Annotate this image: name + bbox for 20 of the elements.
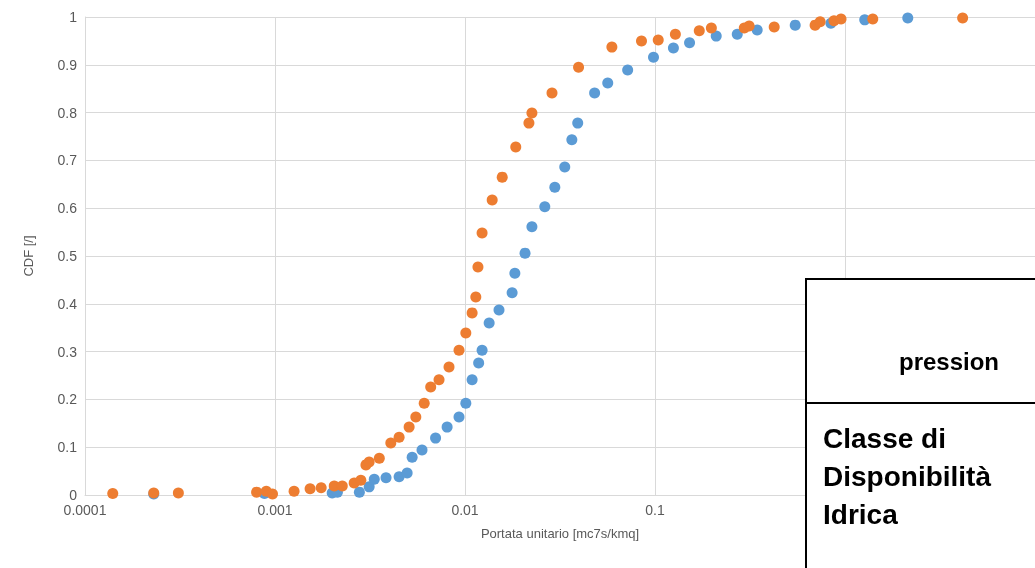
y-tick-label: 0 [69,487,78,503]
x-tick-label: 0.0001 [63,502,107,518]
x-axis-title: Portata unitario [mc7s/kmq] [480,526,640,541]
y-tick-label: 0.6 [57,200,78,217]
x-tick-label: 0.1 [645,502,665,518]
y-tick-label: 0.3 [57,343,78,360]
x-tick-label: 0.01 [451,502,479,518]
x-tick-label: 0.001 [257,502,293,518]
y-tick-label: 0.8 [57,104,78,121]
table-panel: pression Classe di Disponibilità Idrica [805,278,1035,568]
y-axis-title: CDF [/] [21,235,36,277]
y-tick-label: 0.9 [57,56,78,73]
y-tick-label: 1 [69,9,78,25]
y-tick-label: 0.7 [57,152,78,169]
y-tick-label: 0.4 [57,295,78,312]
y-tick-label: 0.1 [57,439,78,456]
y-tick-label: 0.2 [57,391,78,408]
annotation: pression [899,348,1000,376]
y-tick-label: 0.5 [57,248,78,264]
annotation: Classe di Disponibilità Idrica [823,422,992,532]
